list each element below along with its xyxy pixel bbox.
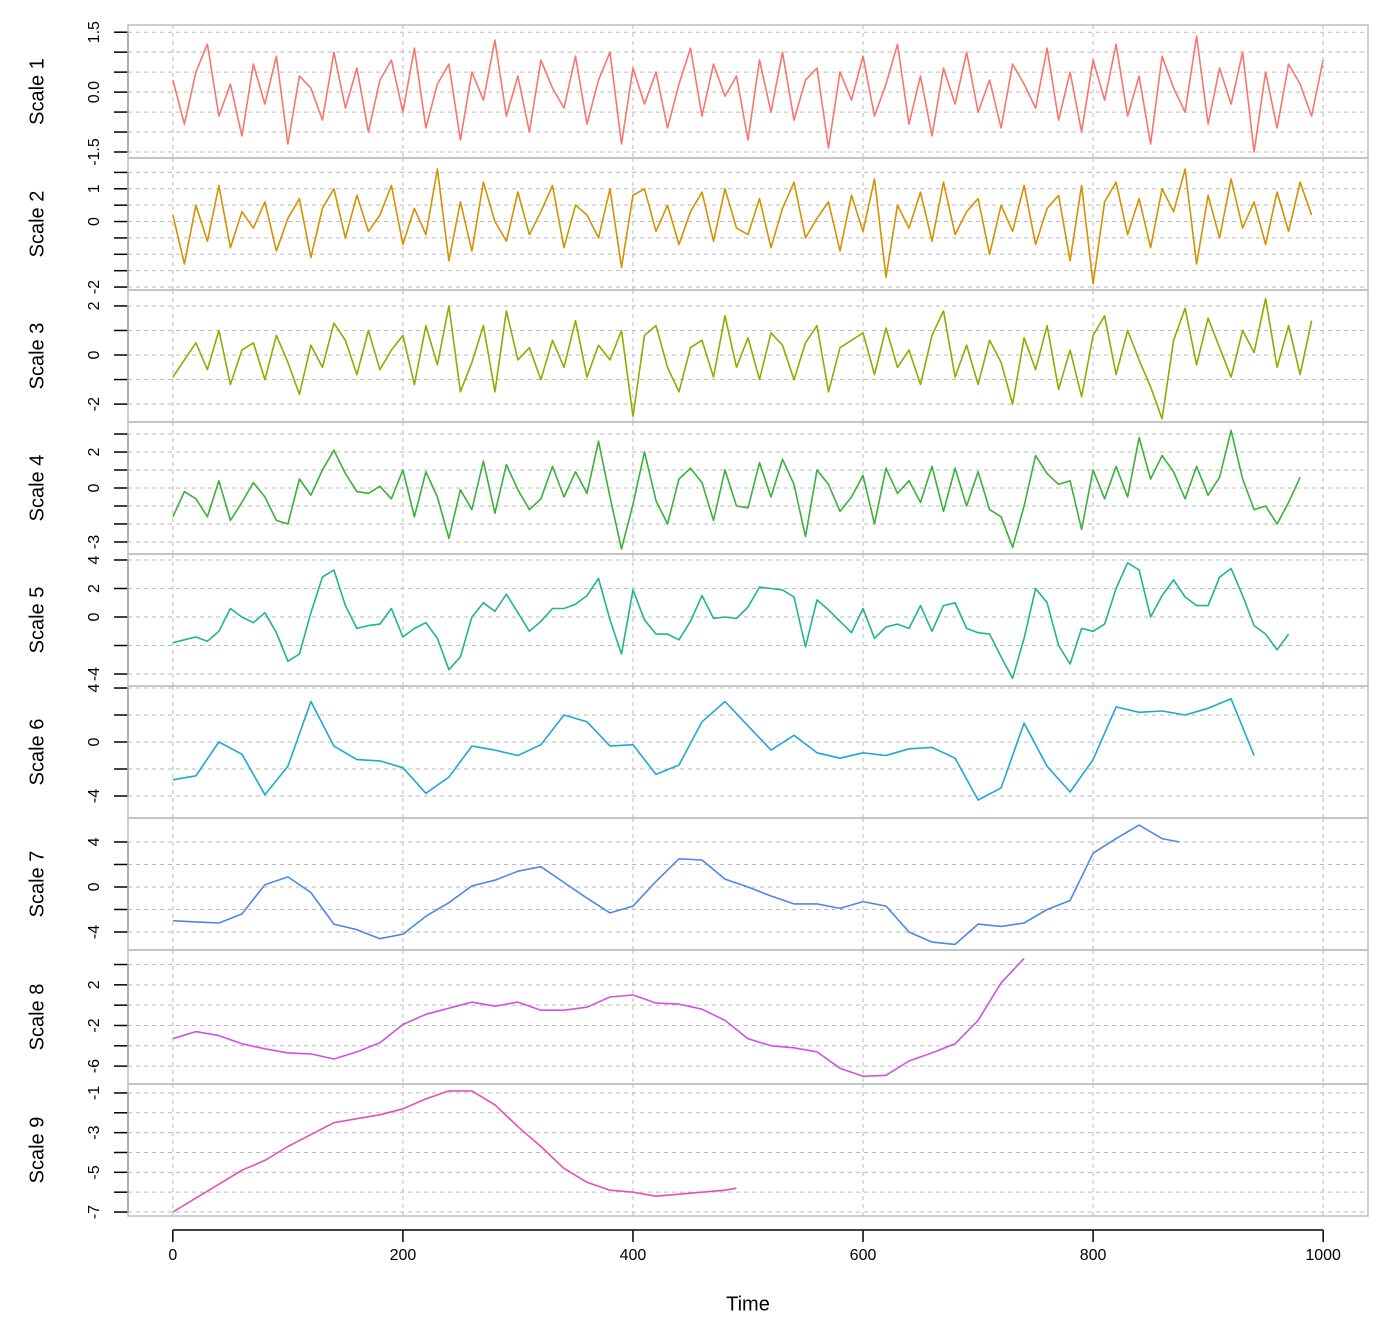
y-tick-label: 1 [86,184,103,193]
panel-frame [127,817,1369,951]
x-tick-label: 1000 [1305,1247,1341,1264]
y-tick-label: -4 [86,925,103,939]
series-line [172,1090,737,1213]
panel-frame [127,949,1369,1085]
y-tick-label: -3 [86,1125,103,1139]
y-axis-label: Scale 7 [26,851,48,918]
y-axis-label: Scale 4 [26,455,48,522]
x-tick-label: 0 [168,1247,177,1264]
y-tick-label: -4 [86,789,103,803]
y-tick-label: 2 [86,447,103,456]
series-line [172,562,1290,680]
y-tick-label: -1 [86,1086,103,1100]
y-tick-label: 0 [86,217,103,226]
y-tick-label: -1.5 [86,138,103,166]
panel-frame [127,553,1369,687]
y-tick-label: -5 [86,1165,103,1179]
panel-frame [127,1083,1369,1217]
series-line [172,698,1255,801]
x-tick-label: 600 [850,1247,877,1264]
series-line [172,168,1313,285]
y-tick-label: 0.0 [86,81,103,103]
y-tick-label: 4 [86,555,103,564]
y-tick-label: -6 [86,1059,103,1073]
y-axis-label: Scale 6 [26,719,48,786]
y-axis-label: Scale 9 [26,1117,48,1184]
panel-frame [127,289,1369,423]
y-tick-label: -4 [86,667,103,681]
y-tick-label: 1.5 [86,21,103,43]
x-axis-label: Time [726,1293,770,1315]
series-line [172,297,1313,420]
y-tick-label: 4 [86,683,103,692]
y-tick-label: 2 [86,301,103,310]
x-tick-label: 800 [1080,1247,1107,1264]
y-tick-label: 0 [86,737,103,746]
y-tick-label: 4 [86,837,103,846]
y-axis-label: Scale 1 [26,58,48,125]
y-axis-label: Scale 5 [26,587,48,654]
y-tick-label: 0 [86,483,103,492]
y-tick-label: -2 [86,280,103,294]
y-axis-label: Scale 3 [26,323,48,390]
y-tick-label: 0 [86,612,103,621]
y-tick-label: 2 [86,584,103,593]
series-line [172,35,1324,153]
y-tick-label: -2 [86,397,103,411]
y-axis-label: Scale 8 [26,984,48,1051]
y-axis-label: Scale 2 [26,191,48,258]
series-line [172,957,1025,1078]
y-tick-label: 0 [86,350,103,359]
x-tick-label: 400 [620,1247,647,1264]
y-tick-label: 2 [86,980,103,989]
y-tick-label: -7 [86,1205,103,1219]
y-tick-label: 0 [86,882,103,891]
y-tick-label: -2 [86,1018,103,1032]
x-tick-label: 200 [390,1247,417,1264]
y-tick-label: -3 [86,535,103,549]
series-line [172,824,1180,946]
series-line [172,429,1301,550]
